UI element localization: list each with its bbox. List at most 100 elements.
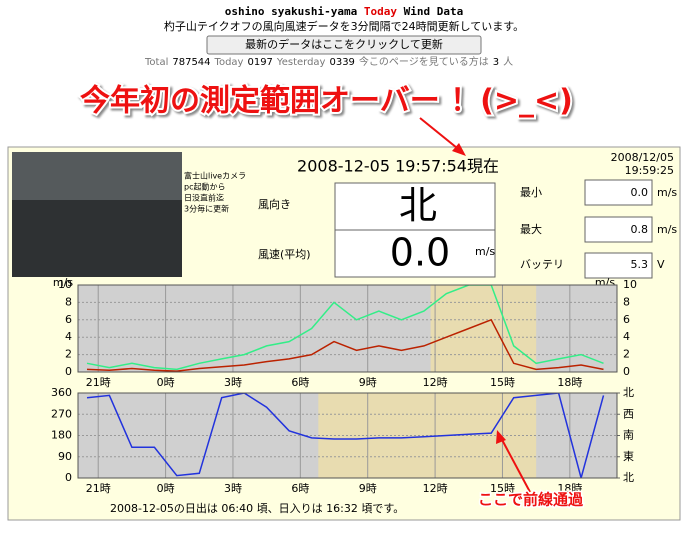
title-suffix: Wind Data [397,5,463,18]
charts: 0 0 2 2 4 4 6 6 8 8 10 10 21時 0時 3時 6時 9時 12時 15時 18時 0 90 180… [51,278,637,495]
y-tick-label-right: 東 [623,450,634,463]
current-time: 2008-12-05 19:57:54現在 [297,157,499,176]
max-unit: m/s [657,223,677,236]
time: 19:59:25 [625,164,674,177]
x-tick-label: 18時 [557,376,582,389]
x-tick-label: 9時 [359,376,377,389]
speed-unit: m/s [475,245,495,258]
counter-part: Yesterday [276,57,326,68]
arrow-bottom [499,435,531,493]
x-tick-label: 0時 [157,376,175,389]
camera-line: 3分毎に更新 [184,204,229,214]
y-tick-label-right: 北 [623,386,634,399]
page-title: oshino syakushi-yama Today Wind Data [225,5,463,18]
x-tick-label: 15時 [490,482,515,495]
series-line [86,393,605,478]
y-tick-label-right: 2 [623,348,630,361]
y-tick-label-right: 6 [623,313,630,326]
plot-border [77,284,618,373]
y-tick-label-right: 10 [623,278,637,291]
y-tick-label: 270 [51,407,72,420]
camera-line: pc起動から [184,183,225,192]
y-tick-label-right: 南 [623,429,634,442]
y-tick-label: 2 [65,348,72,361]
title-prefix: oshino syakushi-yama [225,5,364,18]
speed-value: 0.0 [390,231,450,275]
y-tick-label: 0 [65,471,72,484]
y-unit-left: m/s [53,276,73,289]
y-tick-label: 4 [65,330,72,343]
camera-ground [12,200,182,277]
min-box [584,179,653,206]
y-tick-label: 0 [65,365,72,378]
counter-part: 3 [493,57,499,68]
x-tick-label: 0時 [157,482,175,495]
y-tick-label: 180 [51,429,72,442]
x-tick-label: 9時 [359,482,377,495]
counter-part: 今このページを見ている方は [359,55,489,68]
date: 2008/12/05 [611,151,674,164]
max-value: 0.8 [631,223,649,236]
arrow-top [419,117,463,153]
refresh-button[interactable] [206,35,482,55]
y-tick-label-right: 西 [623,407,634,420]
speed-label: 風速(平均) [258,248,311,261]
arrow-top-head [452,143,466,156]
highlight-band [430,285,537,372]
counter-part: 787544 [172,57,210,68]
annotation: 今年初の測定範囲オーバー ！(>_<) [80,84,573,119]
max-label: 最大 [520,222,542,236]
series-line [86,285,604,371]
x-tick-label: 6時 [291,482,309,495]
x-tick-label: 12時 [423,376,448,389]
y-tick-label-right: 0 [623,365,630,378]
camera-line: 日没直前迄 [184,193,224,203]
y-tick-label-right: 8 [623,295,630,308]
direction-box [334,182,496,231]
battery-unit: V [657,258,665,271]
max-box [584,216,653,243]
x-tick-label: 3時 [224,376,242,389]
counter-part: 人 [503,56,513,68]
min-label: 最小 [520,186,542,199]
x-tick-label: 3時 [224,482,242,495]
y-tick-label: 90 [58,450,72,463]
x-tick-label: 21時 [86,376,111,389]
title-today: Today [364,5,397,18]
x-tick-label: 6時 [291,376,309,389]
counter: Total 787544 Today 0197 Yesterday 0339 今このページを… [144,55,513,68]
direction-value: 北 [399,184,437,228]
plot-border [77,392,618,479]
battery-value: 5.3 [631,258,649,271]
camera-line: 富士山liveカメラ [184,171,246,181]
min-value: 0.0 [631,186,649,199]
x-tick-label: 18時 [557,482,582,495]
y-tick-label-right: 4 [623,330,630,343]
y-tick-label: 8 [65,295,72,308]
series-line [86,318,604,372]
refresh-button-label[interactable]: 最新のデータはここをクリックして更新 [245,37,443,51]
battery-box [584,252,653,279]
y-tick-label: 360 [51,386,72,399]
x-tick-label: 21時 [86,482,111,495]
counter-part: 0197 [247,57,272,68]
arrow-bottom-head [496,430,506,444]
front-note: ここで前線通過 [478,491,584,509]
subtitle: 杓子山テイクオフの風向風速データを3分間隔で24時間更新しています。 [164,19,524,33]
y-tick-label: 6 [65,313,72,326]
counter-part: 0339 [329,57,354,68]
counter-part: Total [144,57,168,68]
battery-label: バッテリ [520,258,564,271]
direction-label: 風向き [258,197,291,211]
counter-part: Today [214,57,244,68]
y-tick-label-right: 北 [623,471,634,484]
min-unit: m/s [657,186,677,199]
y-tick-label: 10 [58,278,72,291]
sun-note: 2008-12-05の日出は 06:40 頃、日入りは 16:32 頃です。 [110,501,404,515]
speed-box [334,229,496,278]
x-tick-label: 15時 [490,376,515,389]
x-tick-label: 12時 [423,482,448,495]
